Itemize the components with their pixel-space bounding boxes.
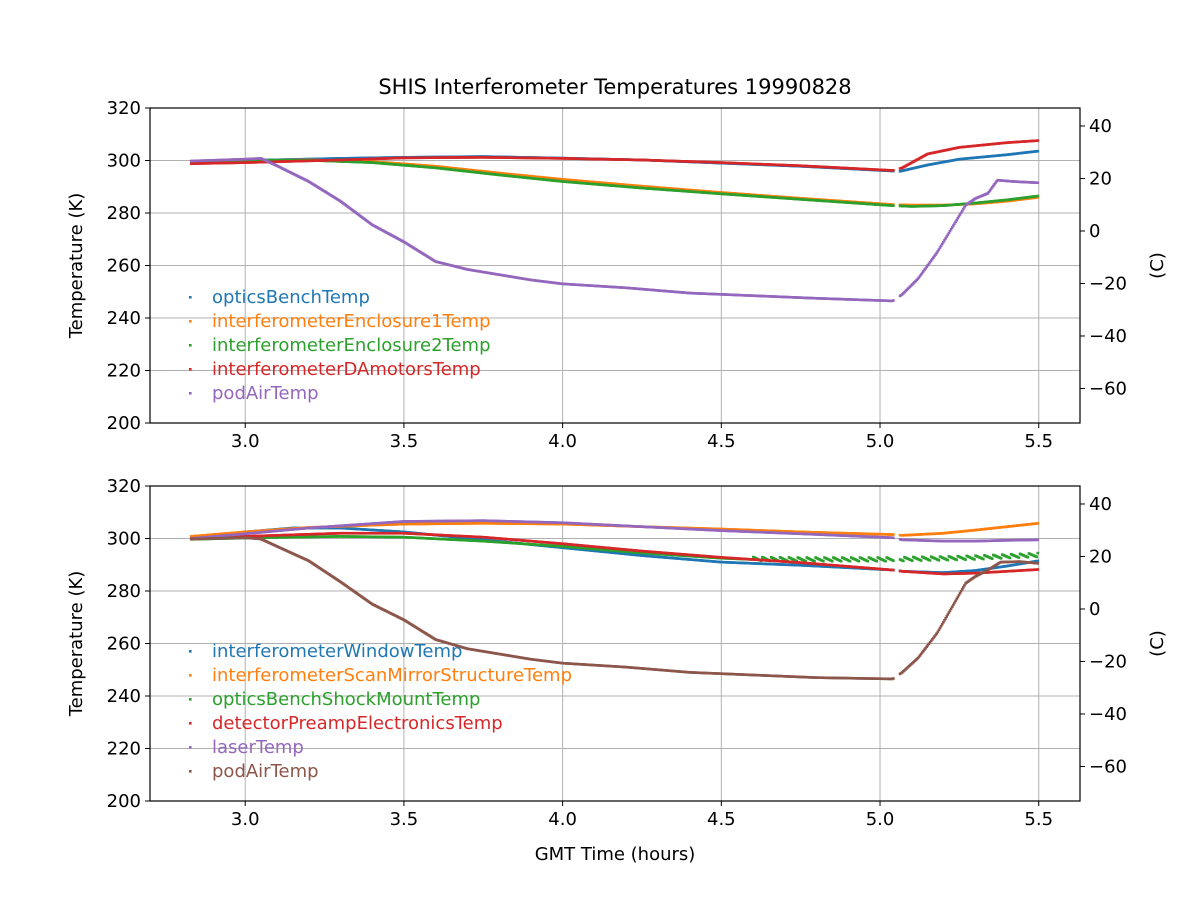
x-tick-label: 3.0 bbox=[231, 431, 260, 452]
data-point bbox=[1036, 559, 1040, 563]
right-y-axis-label: (C) bbox=[1147, 252, 1168, 279]
data-point bbox=[920, 271, 924, 275]
y-tick-label: 220 bbox=[107, 361, 141, 382]
data-point bbox=[892, 204, 895, 207]
y-tick-label: 260 bbox=[107, 256, 141, 277]
data-point bbox=[1036, 139, 1040, 142]
right-y-tick-label: −40 bbox=[1089, 326, 1127, 347]
data-point bbox=[946, 233, 950, 237]
y-tick-label: 300 bbox=[107, 151, 141, 172]
data-point bbox=[940, 242, 944, 246]
data-point bbox=[945, 235, 948, 238]
data-point bbox=[944, 237, 947, 240]
right-y-tick-label: 40 bbox=[1089, 116, 1112, 137]
data-point bbox=[943, 239, 946, 242]
y-tick-label: 200 bbox=[107, 413, 141, 434]
data-point bbox=[963, 205, 966, 209]
y-tick-label: 240 bbox=[107, 308, 141, 329]
data-point bbox=[932, 256, 935, 259]
data-point bbox=[956, 216, 960, 220]
data-point bbox=[1036, 149, 1040, 153]
legend-marker bbox=[189, 368, 192, 371]
data-point bbox=[925, 265, 928, 269]
data-point bbox=[950, 226, 954, 229]
x-tick-label: 5.5 bbox=[1024, 431, 1053, 452]
data-point bbox=[892, 299, 895, 302]
data-point bbox=[917, 276, 921, 279]
y-tick-label: 280 bbox=[107, 203, 141, 224]
data-point bbox=[930, 257, 934, 261]
data-point bbox=[994, 181, 997, 185]
data-point bbox=[949, 227, 953, 231]
data-point bbox=[933, 254, 936, 258]
right-y-tick-label: −20 bbox=[1089, 273, 1127, 294]
x-tick-label: 4.0 bbox=[548, 431, 577, 452]
data-point bbox=[953, 222, 956, 226]
data-point bbox=[923, 268, 926, 272]
data-point bbox=[927, 262, 931, 266]
y-tick-label: 320 bbox=[107, 98, 141, 119]
series-interferometerScanMirrorStructureTemp bbox=[189, 521, 1040, 538]
data-point bbox=[938, 246, 942, 249]
x-tick-label: 5.0 bbox=[866, 431, 895, 452]
data-point bbox=[934, 253, 937, 256]
data-point bbox=[928, 260, 932, 264]
data-point bbox=[939, 244, 943, 248]
legend-marker bbox=[189, 392, 192, 395]
legend-marker bbox=[189, 320, 192, 323]
data-point bbox=[1036, 194, 1040, 198]
data-point bbox=[952, 224, 955, 227]
data-point bbox=[942, 240, 945, 244]
legend-label: interferometerEnclosure1Temp bbox=[212, 311, 491, 332]
data-point bbox=[990, 186, 994, 189]
panel-bottom: 3.0 3.5 4.0 4.5 5.0 5.5200220240260280300320−… bbox=[66, 476, 1168, 830]
right-y-tick-label: −60 bbox=[1089, 378, 1127, 399]
data-point bbox=[958, 213, 962, 216]
data-point bbox=[936, 250, 940, 253]
data-point bbox=[987, 190, 991, 194]
x-tick-label: 4.5 bbox=[707, 431, 736, 452]
series-podAirTemp bbox=[189, 157, 1040, 303]
y-axis-label: Temperature (K) bbox=[66, 193, 87, 340]
data-point bbox=[959, 211, 963, 215]
legend-label: opticsBenchTemp bbox=[212, 287, 370, 308]
panel-top: 3.0 3.5 4.0 4.5 5.0 5.5200220240260280300320−… bbox=[66, 98, 1168, 452]
right-y-tick-label: 20 bbox=[1089, 168, 1112, 189]
data-point bbox=[892, 169, 895, 172]
data-point bbox=[957, 215, 961, 218]
chart-title: SHIS Interferometer Temperatures 1999082… bbox=[378, 75, 851, 99]
right-y-tick-label: 0 bbox=[1089, 221, 1100, 242]
legend-label: interferometerEnclosure2Temp bbox=[212, 335, 491, 356]
data-point bbox=[992, 184, 995, 188]
data-point bbox=[918, 274, 922, 278]
data-point bbox=[922, 270, 925, 273]
legend: opticsBenchTemp interferometerEnclosure1T… bbox=[189, 287, 491, 404]
series-interferometerDAmotorsTemp bbox=[189, 139, 1040, 172]
data-point bbox=[954, 220, 957, 224]
legend-label: interferometerDAmotorsTemp bbox=[212, 359, 481, 380]
data-point bbox=[988, 189, 992, 192]
data-point bbox=[986, 192, 990, 195]
data-point bbox=[989, 187, 993, 191]
data-point bbox=[947, 231, 951, 235]
legend-marker bbox=[189, 344, 192, 347]
data-point bbox=[924, 267, 927, 270]
data-point bbox=[935, 251, 938, 255]
legend-marker bbox=[189, 296, 192, 299]
data-point bbox=[916, 277, 920, 281]
data-point bbox=[960, 209, 964, 213]
data-point bbox=[937, 248, 941, 251]
data-point bbox=[926, 263, 930, 267]
data-point bbox=[948, 229, 952, 233]
x-tick-label: 3.5 bbox=[390, 431, 419, 452]
legend-label: podAirTemp bbox=[212, 383, 319, 404]
data-point bbox=[955, 218, 958, 222]
data-point bbox=[1036, 181, 1040, 185]
data-point bbox=[929, 259, 933, 262]
data-point bbox=[993, 183, 996, 186]
data-point bbox=[962, 207, 965, 211]
data-point bbox=[919, 273, 923, 276]
